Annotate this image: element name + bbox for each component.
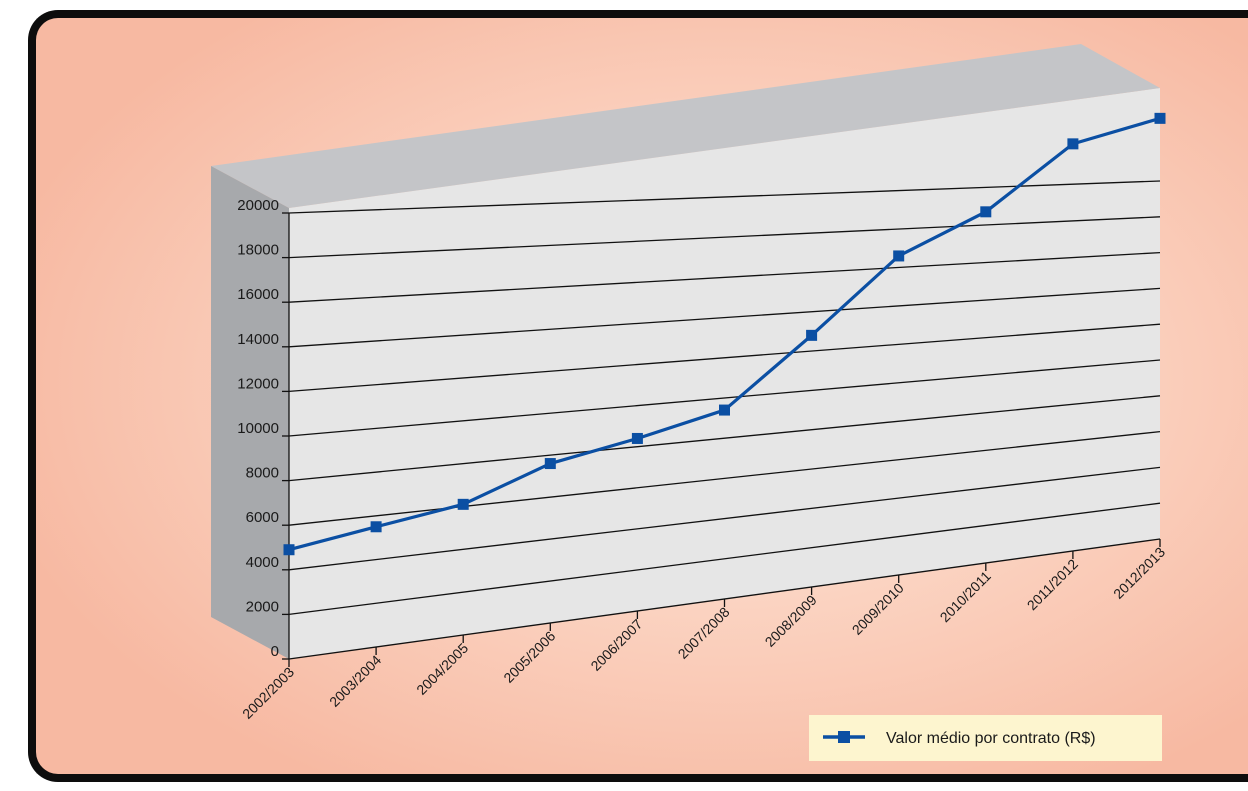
x-tick-label: 2003/2004 xyxy=(326,652,384,710)
gridline xyxy=(288,180,1161,214)
gridline xyxy=(288,323,1161,393)
data-point-marker xyxy=(631,432,643,444)
y-tick-label: 16000 xyxy=(237,286,279,303)
gridline xyxy=(288,466,1161,571)
x-tick-label: 2006/2007 xyxy=(587,616,645,674)
legend: Valor médio por contrato (R$) xyxy=(809,715,1162,761)
x-tick-label: 2005/2006 xyxy=(500,628,558,686)
data-point-marker xyxy=(1067,138,1079,150)
side-face xyxy=(211,166,289,659)
y-tick-label: 0 xyxy=(271,643,279,660)
chart-frame: 0 2000 4000 6000 8000 10000 12000 14000 16000 180… xyxy=(28,10,1248,782)
x-tick-label: 2008/2009 xyxy=(762,592,820,650)
data-point-marker xyxy=(544,458,556,470)
gridline xyxy=(288,395,1161,482)
data-point-marker xyxy=(893,250,905,262)
gridline xyxy=(288,287,1161,348)
legend-box xyxy=(809,715,1162,761)
gridline xyxy=(288,430,1161,526)
data-point-marker xyxy=(457,498,469,510)
data-point-marker xyxy=(283,544,295,556)
gridline xyxy=(288,216,1161,259)
y-tick-label: 4000 xyxy=(246,554,279,571)
data-point-marker xyxy=(719,404,730,416)
y-tick-label: 20000 xyxy=(237,197,279,214)
x-tick-label: 2009/2010 xyxy=(849,580,907,638)
gridline xyxy=(288,502,1161,616)
y-axis: 0 2000 4000 6000 8000 10000 12000 14000 16000 180… xyxy=(237,197,290,660)
gridline xyxy=(288,251,1161,303)
back-wall xyxy=(289,88,1160,659)
data-series xyxy=(283,112,1166,556)
x-tick-label: 2002/2003 xyxy=(239,664,297,722)
x-tick-label: 2004/2005 xyxy=(413,640,471,698)
chart-box-3d xyxy=(211,44,1160,659)
x-tick-label: 2012/2013 xyxy=(1110,544,1168,602)
square-marker-icon xyxy=(838,731,850,743)
y-tick-label: 10000 xyxy=(237,420,279,437)
line-chart-3d: 0 2000 4000 6000 8000 10000 12000 14000 16000 180… xyxy=(211,44,1168,761)
gridlines xyxy=(288,180,1161,616)
data-point-marker xyxy=(980,206,992,218)
x-tick-label: 2010/2011 xyxy=(937,568,995,626)
y-tick-label: 8000 xyxy=(246,465,279,482)
legend-entry: Valor médio por contrato (R$) xyxy=(886,730,1096,747)
x-tick-label: 2007/2008 xyxy=(675,604,733,662)
y-tick-label: 14000 xyxy=(237,331,279,348)
y-tick-label: 2000 xyxy=(246,598,279,615)
x-tick-label: 2011/2012 xyxy=(1024,556,1082,614)
y-tick-label: 6000 xyxy=(246,509,279,526)
y-tick-label: 12000 xyxy=(237,375,279,392)
data-point-marker xyxy=(1154,112,1166,124)
y-tick-label: 18000 xyxy=(237,242,279,259)
gridline xyxy=(288,359,1161,437)
data-point-marker xyxy=(806,329,818,341)
data-point-marker xyxy=(370,521,382,533)
top-face xyxy=(211,44,1160,208)
